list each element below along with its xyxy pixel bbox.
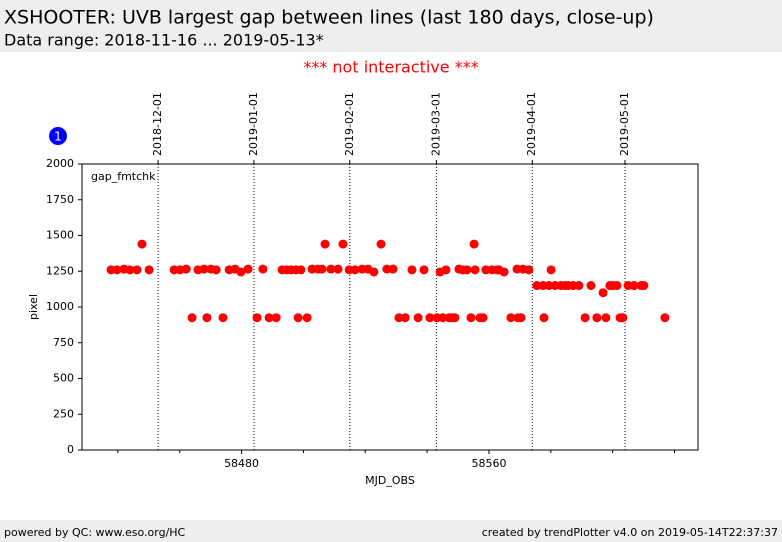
- legend-label: gap_fmtchk: [91, 170, 156, 183]
- header-bar: [0, 0, 782, 52]
- point: [252, 313, 262, 323]
- point: [441, 265, 451, 275]
- point: [612, 281, 622, 291]
- point: [338, 239, 348, 249]
- point: [470, 265, 480, 275]
- y-tick-label: 500: [53, 372, 74, 385]
- point: [546, 265, 556, 275]
- point: [539, 313, 549, 323]
- date-label: 2019-05-01: [618, 92, 631, 156]
- point: [598, 288, 608, 298]
- point: [333, 264, 343, 274]
- point: [478, 313, 488, 323]
- date-label: 2019-04-01: [525, 92, 538, 156]
- point: [413, 313, 423, 323]
- notice: *** not interactive ***: [303, 58, 478, 77]
- point: [469, 239, 479, 249]
- point: [506, 313, 516, 323]
- point: [425, 313, 435, 323]
- y-tick-label: 250: [53, 407, 74, 420]
- point: [516, 313, 526, 323]
- subtitle: Data range: 2018-11-16 ... 2019-05-13*: [4, 31, 324, 50]
- point: [376, 239, 386, 249]
- point: [258, 264, 268, 274]
- point: [144, 265, 154, 275]
- point: [438, 313, 448, 323]
- point: [112, 265, 122, 275]
- point: [236, 267, 246, 277]
- point: [264, 313, 274, 323]
- point: [187, 313, 197, 323]
- point: [524, 265, 534, 275]
- point: [639, 281, 649, 291]
- y-axis-label: pixel: [27, 294, 40, 320]
- date-label: 2019-01-01: [247, 92, 260, 156]
- y-tick-label: 2000: [46, 157, 74, 170]
- point: [618, 313, 628, 323]
- footer-right: created by trendPlotter v4.0 on 2019-05-…: [482, 526, 778, 539]
- footer-bar: [0, 520, 782, 542]
- y-tick-label: 1750: [46, 193, 74, 206]
- y-tick-label: 1500: [46, 229, 74, 242]
- point: [302, 313, 312, 323]
- point: [481, 265, 491, 275]
- point: [462, 265, 472, 275]
- date-label: 2019-03-01: [429, 92, 442, 156]
- point: [466, 313, 476, 323]
- x-axis-label: MJD_OBS: [365, 474, 415, 487]
- title: XSHOOTER: UVB largest gap between lines …: [4, 7, 654, 29]
- point: [407, 265, 417, 275]
- badge-label: 1: [54, 130, 62, 144]
- point: [293, 313, 303, 323]
- point: [125, 265, 135, 275]
- point: [450, 313, 460, 323]
- plot-frame: [81, 163, 699, 451]
- point: [382, 264, 392, 274]
- point: [419, 265, 429, 275]
- point: [629, 281, 639, 291]
- point: [586, 281, 596, 291]
- point: [218, 313, 228, 323]
- point: [394, 313, 404, 323]
- point: [317, 264, 327, 274]
- point: [660, 313, 670, 323]
- point: [132, 265, 142, 275]
- point: [592, 313, 602, 323]
- point: [181, 264, 191, 274]
- point: [601, 313, 611, 323]
- point: [544, 281, 554, 291]
- point: [296, 265, 306, 275]
- x-tick-label: 58480: [224, 457, 259, 470]
- x-tick-label: 58560: [471, 457, 506, 470]
- point: [326, 264, 336, 274]
- point: [580, 313, 590, 323]
- point: [202, 313, 212, 323]
- y-tick-label: 1250: [46, 264, 74, 277]
- point: [574, 281, 584, 291]
- date-label: 2018-12-01: [151, 92, 164, 156]
- point: [199, 264, 209, 274]
- point: [137, 239, 147, 249]
- point: [388, 264, 398, 274]
- date-label: 2019-02-01: [343, 92, 356, 156]
- point: [211, 265, 221, 275]
- point: [532, 281, 542, 291]
- footer-left: powered by QC: www.eso.org/HC: [4, 526, 186, 539]
- point: [320, 239, 330, 249]
- y-tick-label: 0: [67, 443, 74, 456]
- y-tick-label: 750: [53, 336, 74, 349]
- point: [499, 267, 509, 277]
- point: [400, 313, 410, 323]
- point: [271, 313, 281, 323]
- badge: [49, 127, 67, 145]
- point: [243, 264, 253, 274]
- point: [369, 267, 379, 277]
- point: [350, 265, 360, 275]
- y-tick-label: 1000: [46, 300, 74, 313]
